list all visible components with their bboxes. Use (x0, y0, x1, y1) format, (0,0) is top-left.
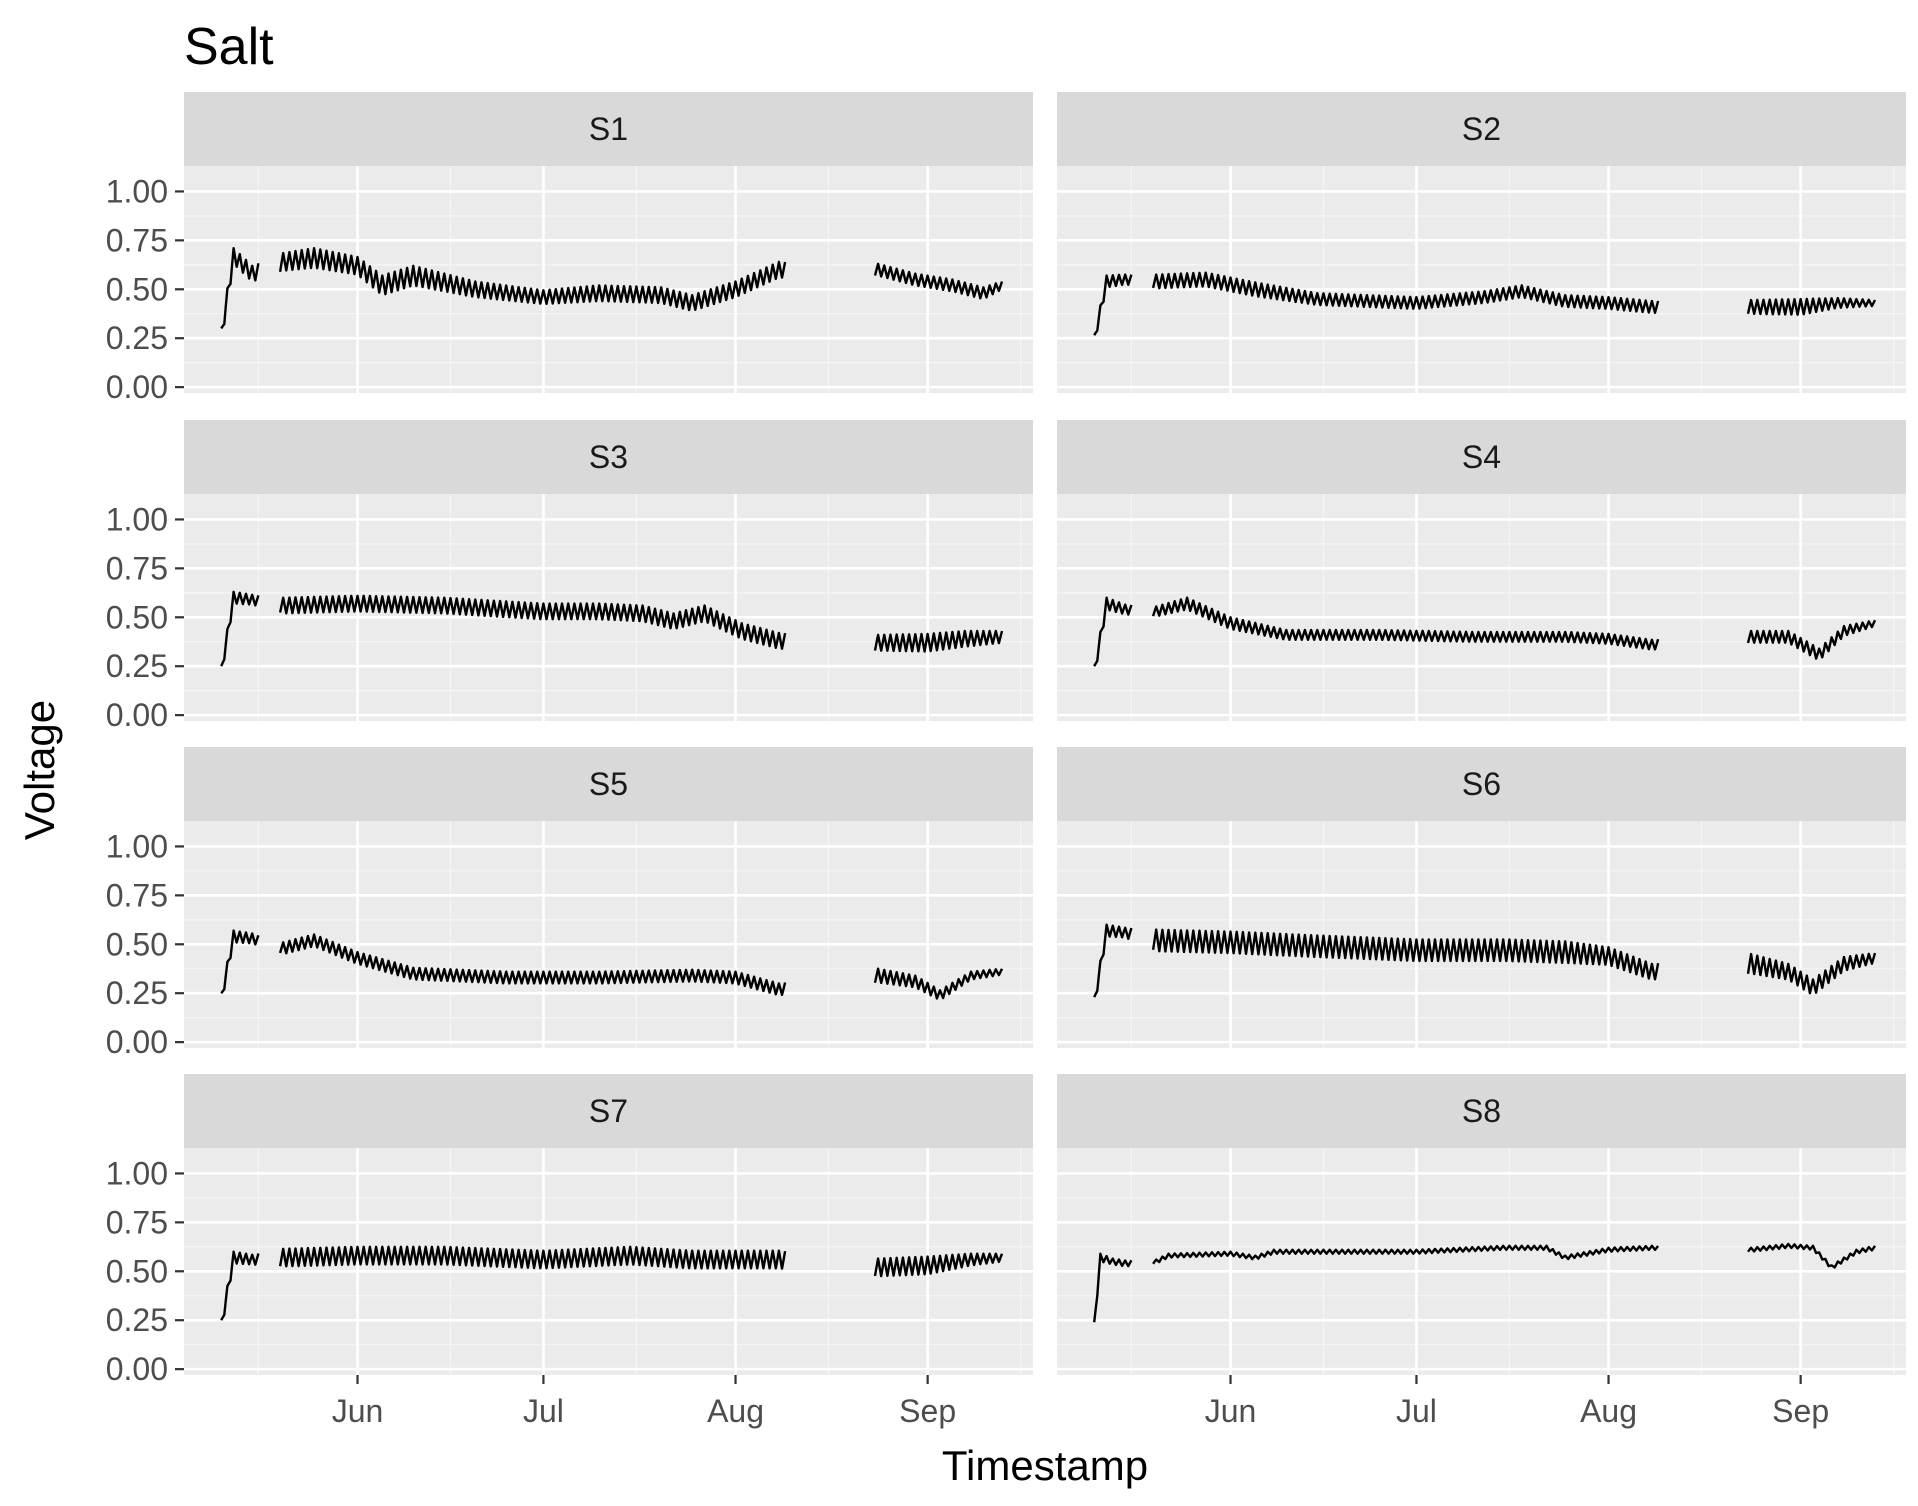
y-tick-label: 0.75 (106, 550, 168, 586)
series-line (278, 594, 787, 650)
y-tick-label: 0.75 (106, 222, 168, 258)
facet-strip (184, 420, 1033, 494)
facet-s3: S3 0.00 0.25 0.50 0.75 1.00 (106, 420, 1033, 733)
series-line (1747, 1242, 1877, 1269)
facet-s8: S8 Jun Jul Aug Sep (1057, 1074, 1906, 1429)
series-line (1152, 1244, 1660, 1265)
facet-s2: S2 (1057, 92, 1906, 393)
facet-s6: S6 (1057, 747, 1906, 1048)
series-line (873, 629, 1004, 653)
series-line (1746, 296, 1877, 316)
chart-title: Salt (184, 18, 274, 76)
y-tick-label: 0.75 (106, 1204, 168, 1240)
x-tick-label: Jul (523, 1393, 564, 1429)
y-tick-label: 1.00 (106, 828, 168, 864)
facet-strip (1057, 420, 1906, 494)
facet-strip-label: S6 (1462, 766, 1501, 802)
series-line (220, 246, 260, 330)
x-tick-label: Jun (332, 1393, 384, 1429)
series-line (278, 1245, 787, 1270)
series-line (1093, 1252, 1133, 1323)
series-line (1093, 273, 1133, 336)
y-tick-label: 1.00 (106, 173, 168, 209)
facet-strip-label: S2 (1462, 111, 1501, 147)
panel-background (1057, 821, 1906, 1048)
y-tick-label: 0.50 (106, 926, 168, 962)
x-tick-label: Jun (1205, 1393, 1257, 1429)
series-line (1151, 596, 1660, 651)
series-line (278, 933, 787, 996)
facet-s5: S5 0.00 0.25 0.50 0.75 1.00 (106, 747, 1033, 1060)
series-line (278, 246, 787, 312)
y-tick-label: 0.50 (106, 271, 168, 307)
series-line (220, 590, 260, 667)
x-tick-label: Aug (707, 1393, 764, 1429)
facet-s1: S1 0.00 0.25 0.50 0.75 1.00 (106, 92, 1033, 405)
panel-background (1057, 166, 1906, 393)
facet-strip (184, 92, 1033, 166)
x-tick-label: Sep (1772, 1393, 1829, 1429)
series-line (220, 1250, 260, 1321)
y-tick-label: 0.25 (106, 1302, 168, 1338)
y-tick-label: 1.00 (106, 501, 168, 537)
series-line (1746, 619, 1877, 660)
facet-strip (1057, 747, 1906, 821)
y-tick-label: 0.75 (106, 877, 168, 913)
x-tick-label: Sep (899, 1393, 956, 1429)
series-line (873, 262, 1004, 300)
facet-strip-label: S4 (1462, 439, 1501, 475)
facet-s7: S7 0.00 0.25 0.50 0.75 1.00 Jun Jul Aug Sep (106, 1074, 1033, 1429)
y-tick-label: 0.50 (106, 599, 168, 635)
y-tick-label: 0.25 (106, 320, 168, 356)
panel-background (184, 821, 1033, 1048)
facet-strip (1057, 1074, 1906, 1148)
panel-background (1057, 1148, 1906, 1375)
x-axis-title: Timestamp (942, 1442, 1148, 1489)
facet-panels: S1 0.00 0.25 0.50 0.75 1.00 S2 S3 0.00 0.25 0.50 0.… (106, 92, 1906, 1429)
facet-strip-label: S7 (589, 1093, 628, 1129)
facet-strip-label: S1 (589, 111, 628, 147)
y-tick-label: 0.00 (106, 369, 168, 405)
panel-background (184, 166, 1033, 393)
series-line (873, 1252, 1004, 1278)
series-line (1093, 596, 1133, 667)
series-line (1093, 923, 1133, 998)
x-tick-label: Aug (1580, 1393, 1637, 1429)
y-tick-label: 1.00 (106, 1155, 168, 1191)
series-line (873, 967, 1004, 1000)
facet-s4: S4 (1057, 420, 1906, 721)
series-line (1151, 271, 1660, 314)
y-tick-label: 0.50 (106, 1253, 168, 1289)
series-line (220, 929, 260, 994)
x-tick-label: Jul (1396, 1393, 1437, 1429)
facet-strip (184, 1074, 1033, 1148)
series-line (1746, 952, 1877, 995)
facet-strip (1057, 92, 1906, 166)
y-axis-title: Voltage (16, 700, 63, 840)
y-tick-label: 0.00 (106, 1024, 168, 1060)
series-line (1151, 928, 1660, 981)
y-tick-label: 0.00 (106, 1351, 168, 1387)
facet-strip-label: S3 (589, 439, 628, 475)
facet-strip (184, 747, 1033, 821)
facet-strip-label: S8 (1462, 1093, 1501, 1129)
y-tick-label: 0.25 (106, 648, 168, 684)
y-tick-label: 0.00 (106, 697, 168, 733)
facet-strip-label: S5 (589, 766, 628, 802)
y-tick-label: 0.25 (106, 975, 168, 1011)
